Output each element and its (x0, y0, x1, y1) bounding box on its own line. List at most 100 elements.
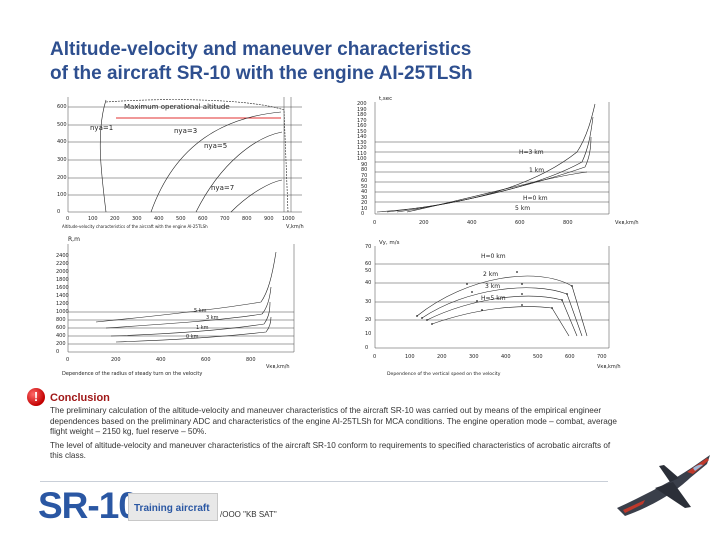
training-aircraft-label: Training aircraft (134, 503, 210, 514)
x-tick: 500 (176, 216, 186, 222)
y-tick: 70 (365, 244, 371, 250)
curve-label-1km: 1 km (196, 325, 209, 331)
curve-label-h-0: H=0 km (523, 195, 548, 202)
x-tick-labels: 0 200 400 600 800 (66, 357, 256, 363)
conclusion-heading: Conclusion (50, 392, 110, 404)
y-tick: 1400 (56, 293, 69, 299)
x-tick: 600 (565, 354, 575, 360)
aircraft-icon (617, 455, 710, 516)
y-tick: 0 (361, 211, 364, 217)
curve-h-3 (426, 295, 578, 337)
x-tick: 0 (373, 354, 376, 360)
y-tick: 90 (361, 162, 367, 168)
curve-label-5km: 5 km (194, 308, 207, 314)
curve-label-nya-7: nya=7 (211, 184, 234, 192)
y-axis-label: R,m (68, 236, 80, 243)
x-tick: 400 (154, 216, 164, 222)
y-tick: 0 (365, 345, 368, 351)
footer-divider (40, 481, 608, 482)
y-tick: 1200 (56, 301, 69, 307)
x-tick: 100 (88, 216, 98, 222)
y-tick: 180 (357, 112, 367, 118)
y-tick: 70 (361, 173, 367, 179)
curve-label-nya-3: nya=3 (174, 127, 197, 135)
curve-nya-5 (195, 131, 283, 213)
chart-caption: Altitude-velocity characteristics of the… (62, 224, 208, 229)
y-tick: 40 (361, 189, 367, 195)
y-tick: 80 (361, 167, 367, 173)
curve-h-2 (421, 287, 583, 337)
x-tick: 0 (373, 220, 376, 226)
y-tick-labels: 0 200 400 600 800 1000 1200 1400 1600 18… (56, 253, 69, 355)
chart-caption: Dependence of the radius of steady turn … (62, 371, 202, 377)
x-tick: 400 (501, 354, 511, 360)
x-tick: 400 (467, 220, 477, 226)
chart-grid (67, 244, 295, 353)
y-tick: 300 (57, 157, 67, 163)
sr10-logo: SR-10 (38, 485, 139, 526)
annotation-max-altitude: Maximum operational altitude (124, 103, 230, 111)
training-label-box (128, 493, 218, 521)
x-tick: 800 (563, 220, 573, 226)
x-axis-label: Vкв,km/h (266, 364, 290, 370)
curve-label-1km: 1 km (529, 167, 544, 174)
y-tick: 2400 (56, 253, 69, 259)
y-tick: 200 (56, 341, 66, 347)
curve-label-0km: 0 km (186, 334, 199, 340)
y-tick: 160 (357, 123, 367, 129)
y-tick: 60 (365, 261, 371, 267)
y-tick: 30 (361, 195, 367, 201)
time-velocity-chart: t,sec H=3 km 1 km H=0 km 5 km 0 200 400 … (347, 92, 655, 232)
page-title: Altitude-velocity and maneuver character… (50, 38, 650, 86)
y-tick: 110 (357, 151, 367, 157)
curve-label-5km: 5 km (515, 205, 530, 212)
x-tick: 200 (437, 354, 447, 360)
curve-label-h-0: H=0 km (481, 253, 506, 260)
curve-nya-1 (99, 99, 107, 213)
x-tick: 900 (264, 216, 274, 222)
x-tick: 0 (66, 357, 69, 363)
y-tick: 500 (57, 122, 67, 128)
y-tick: 50 (361, 184, 367, 190)
x-tick: 800 (246, 357, 256, 363)
title-line-2: of the aircraft SR-10 with the engine AI… (50, 63, 473, 84)
y-tick: 140 (357, 134, 367, 140)
y-tick: 600 (57, 104, 67, 110)
x-tick-labels: 0 100 200 300 400 500 600 700 (373, 354, 607, 360)
y-tick-labels: 0 100 200 300 400 500 600 (57, 104, 67, 215)
x-tick: 700 (220, 216, 230, 222)
y-tick: 600 (56, 325, 66, 331)
x-tick: 200 (419, 220, 429, 226)
x-tick: 100 (405, 354, 415, 360)
curve-nya-7 (230, 179, 283, 213)
y-tick: 150 (357, 129, 367, 135)
curve-label-nya-5: nya=5 (204, 142, 227, 150)
x-tick: 800 (242, 216, 252, 222)
y-tick: 20 (365, 317, 371, 323)
x-axis-label: Vкв,km/h (615, 220, 639, 226)
y-tick-labels: 0 10 20 30 40 50 60 70 80 90 100 110 120… (357, 101, 367, 217)
curve-h-1 (386, 116, 594, 213)
x-tick: 700 (597, 354, 607, 360)
y-tick: 400 (56, 333, 66, 339)
y-tick: 0 (56, 349, 59, 355)
y-tick: 200 (357, 101, 367, 107)
curve-h-0 (376, 103, 596, 213)
altitude-velocity-chart: Maximum operational altitude nya=1 nya=3… (56, 92, 314, 232)
x-tick: 500 (533, 354, 543, 360)
y-tick: 0 (57, 209, 60, 215)
conclusion-body: The preliminary calculation of the altit… (50, 406, 620, 465)
curve-label-3km: 3 km (485, 283, 500, 290)
y-tick: 130 (357, 140, 367, 146)
y-tick: 170 (357, 118, 367, 124)
curve-0km (115, 316, 272, 343)
curve-3km (105, 286, 272, 329)
y-tick: 50 (365, 268, 371, 274)
curve-label-h-5: H=5 km (481, 295, 506, 302)
curve-5km (95, 251, 277, 323)
x-tick: 300 (469, 354, 479, 360)
y-tick: 400 (57, 139, 67, 145)
y-tick: 10 (361, 206, 367, 212)
y-axis-label: Vy, m/s (379, 240, 400, 246)
chart-grid (67, 97, 302, 213)
